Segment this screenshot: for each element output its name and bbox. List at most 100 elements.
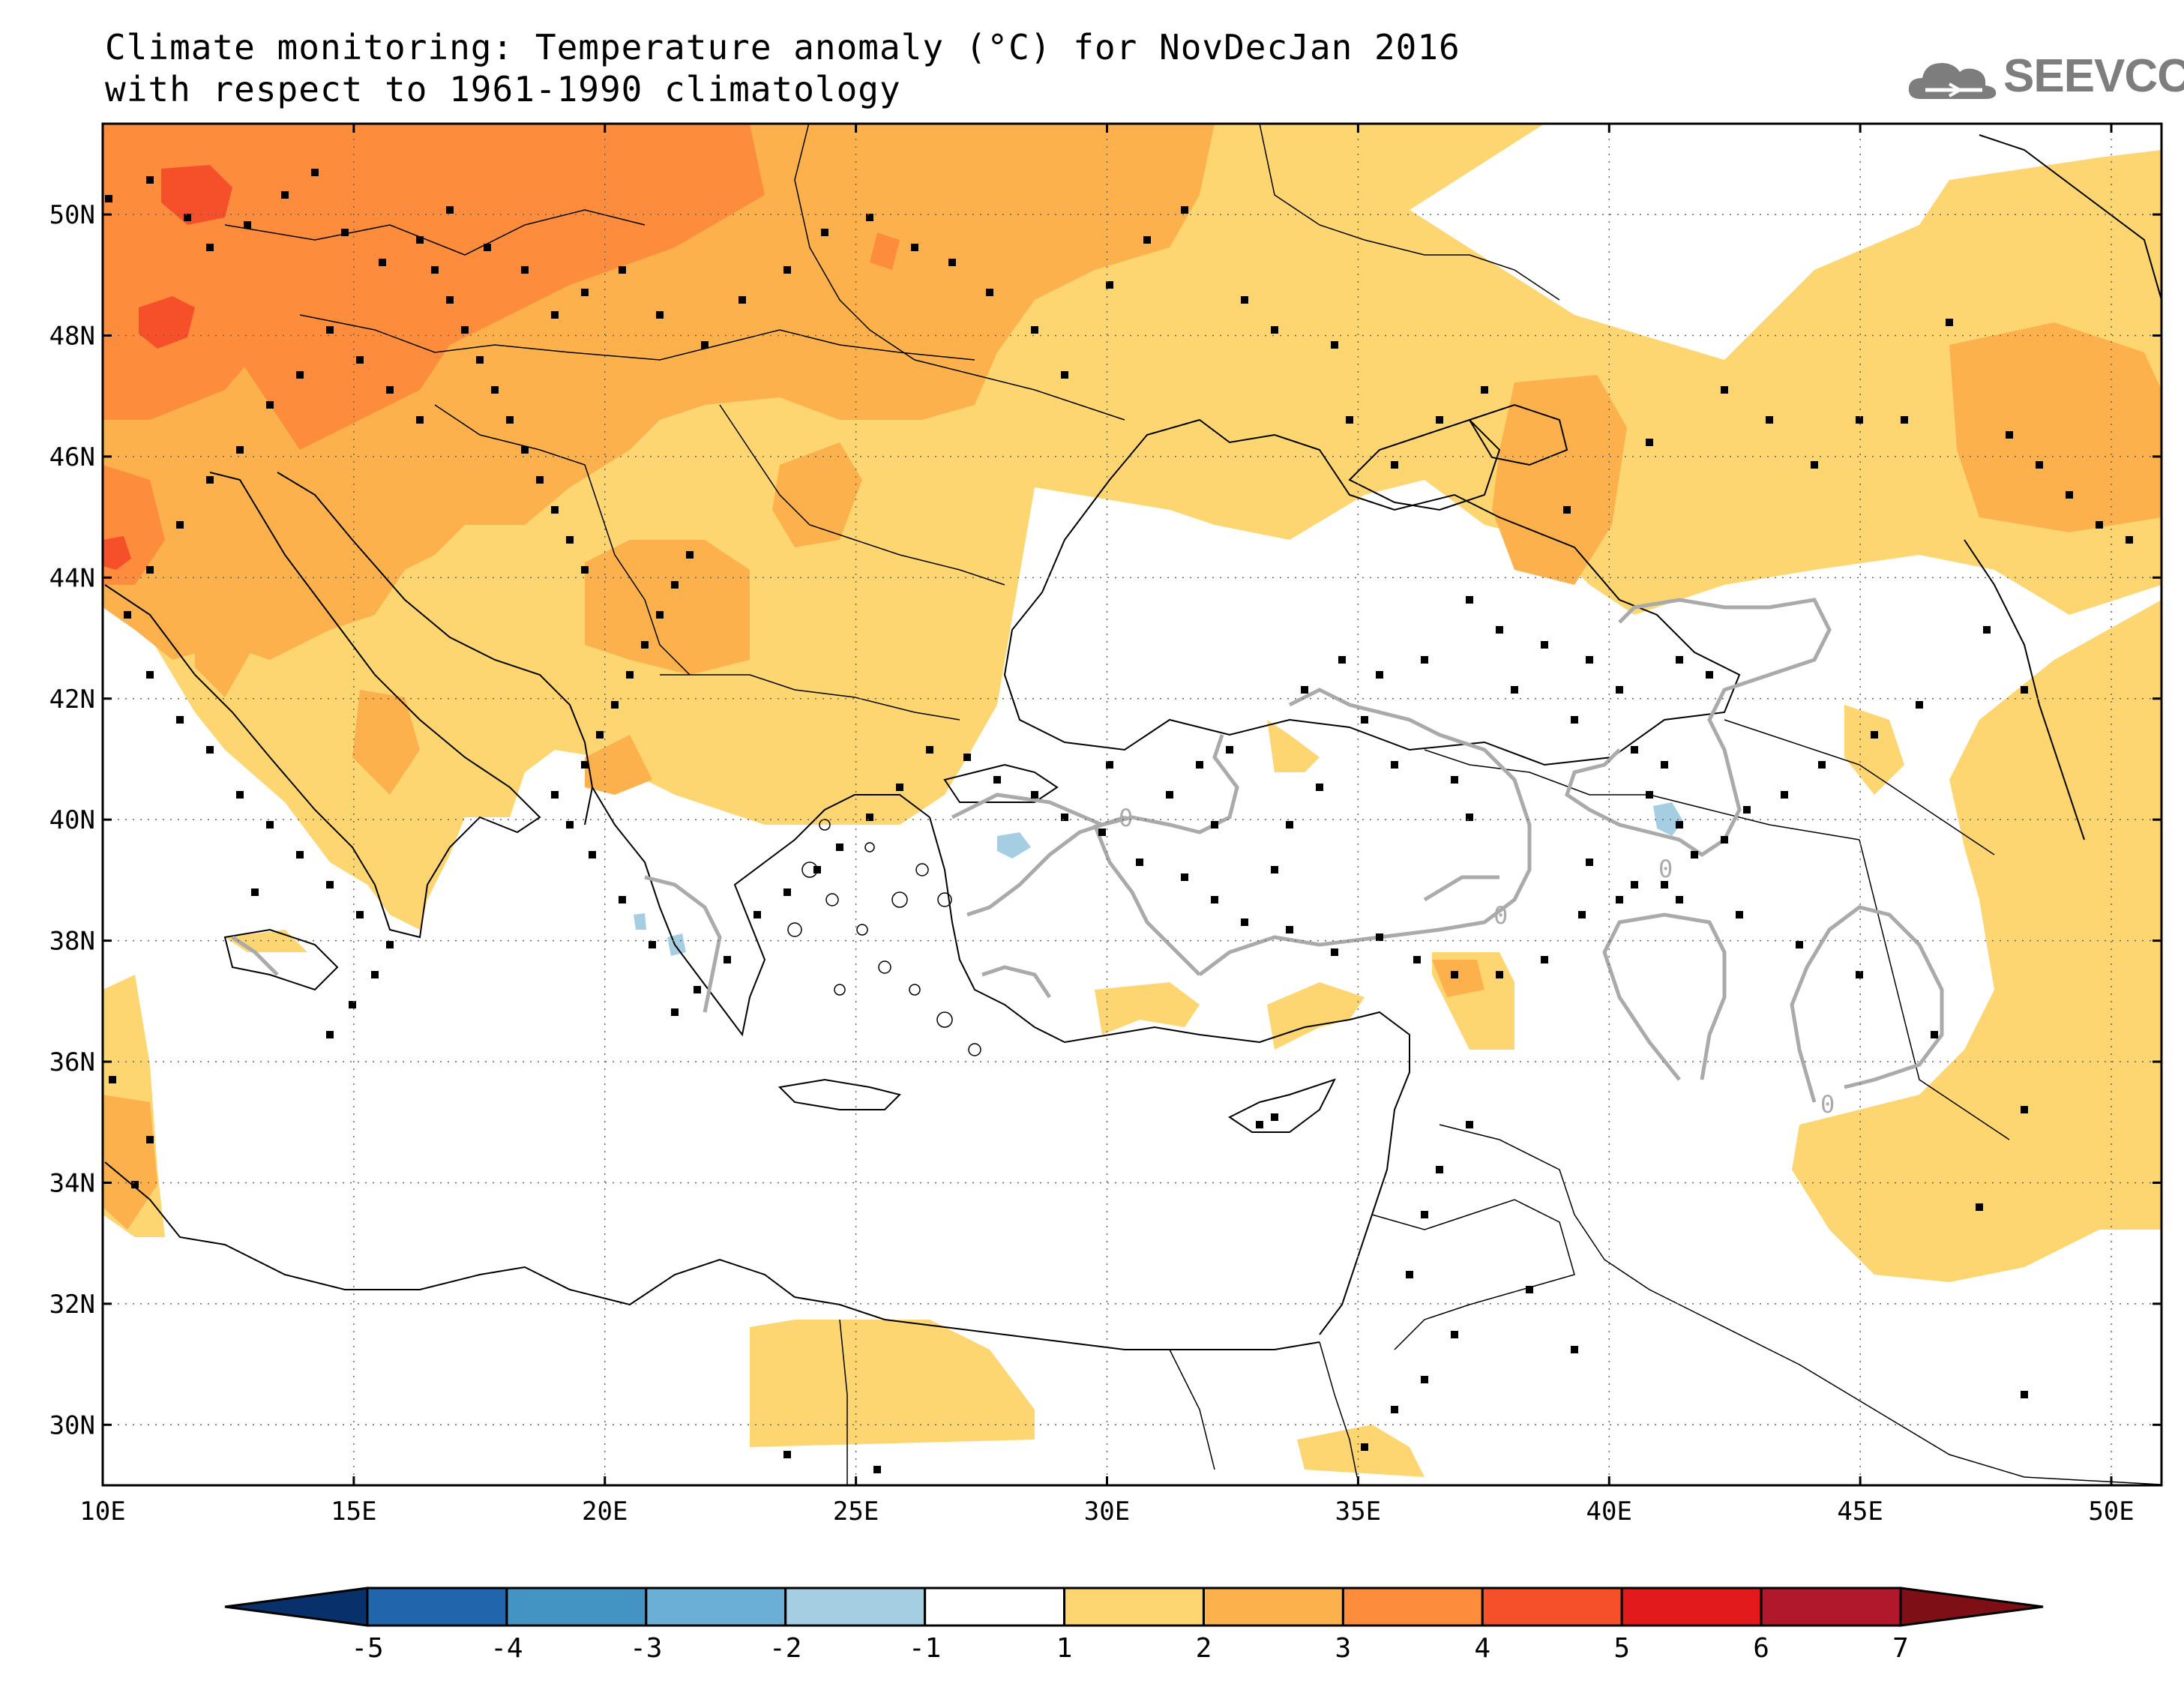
colorbar-arrow-high: [1899, 1587, 2044, 1627]
station-marker: [281, 191, 289, 199]
station-marker: [371, 971, 379, 978]
station-marker: [1571, 1346, 1578, 1353]
station-marker: [656, 311, 664, 319]
station-marker: [551, 506, 559, 514]
contour-line: [231, 935, 279, 976]
station-marker: [1706, 671, 1713, 679]
station-marker: [926, 746, 933, 754]
longitude-label: 50E: [2088, 1497, 2134, 1527]
station-marker: [1451, 776, 1458, 784]
latitude-label: 40N: [49, 805, 95, 835]
station-marker: [1466, 814, 1473, 821]
anomaly-region-1-2: [750, 1320, 1035, 1447]
station-marker: [619, 266, 626, 274]
station-marker: [1646, 791, 1653, 799]
station-marker: [2096, 521, 2103, 529]
cyprus-coast: [1228, 1078, 1336, 1133]
station-marker: [184, 214, 191, 221]
station-marker: [1976, 1203, 1983, 1211]
station-marker: [1466, 596, 1473, 604]
station-marker: [1181, 206, 1188, 214]
station-marker: [1571, 716, 1578, 724]
colorbar-tick-label: 5: [1613, 1633, 1630, 1664]
caspian-coast: [1979, 134, 2162, 301]
anomaly-region-2-3: [103, 1095, 157, 1230]
colorbar-tick-label: 3: [1335, 1633, 1352, 1664]
station-marker: [753, 911, 761, 918]
station-marker: [551, 791, 559, 799]
station-marker: [1106, 281, 1113, 289]
station-marker: [1946, 319, 1953, 326]
station-marker: [206, 244, 214, 251]
station-marker: [1466, 1121, 1473, 1128]
anomaly-region-2-3: [585, 540, 750, 675]
station-marker: [1136, 858, 1143, 866]
station-marker: [1496, 971, 1503, 978]
station-marker: [124, 611, 131, 619]
station-marker: [821, 229, 828, 236]
station-marker: [1181, 873, 1188, 881]
adriatic-east-coast: [277, 472, 594, 826]
station-marker: [1331, 341, 1338, 349]
station-marker: [416, 416, 424, 424]
station-marker: [1391, 761, 1398, 769]
station-marker: [896, 784, 903, 791]
station-marker: [326, 326, 334, 334]
latitude-label: 48N: [49, 321, 95, 351]
station-marker: [1061, 371, 1068, 379]
station-marker: [416, 236, 424, 244]
station-marker: [596, 731, 604, 739]
anomaly-fields: [103, 124, 2162, 1477]
station-marker: [244, 221, 251, 229]
anomaly-region-1-2: [1095, 982, 1200, 1035]
italy-coast: [104, 472, 541, 939]
station-marker: [1376, 671, 1383, 679]
colorbar-tick-label: -1: [909, 1633, 941, 1664]
station-marker: [701, 341, 709, 349]
longitude-label: 10E: [79, 1497, 125, 1527]
anomaly-region-1-2: [1267, 720, 1320, 772]
station-marker: [1143, 236, 1151, 244]
station-marker: [386, 941, 394, 948]
station-marker: [1796, 941, 1803, 948]
colorbar-tick-label: 1: [1056, 1633, 1073, 1664]
station-marker: [1391, 1406, 1398, 1413]
station-marker: [1376, 933, 1383, 941]
station-marker: [1361, 1443, 1368, 1451]
station-marker: [431, 266, 439, 274]
contour-line: [1790, 905, 1944, 1103]
station-marker: [1286, 821, 1293, 829]
anomaly-region-neg: [997, 832, 1031, 858]
station-marker: [686, 551, 694, 559]
colorbar-box: [645, 1587, 787, 1627]
station-marker: [1511, 686, 1518, 694]
longitude-label: 30E: [1084, 1497, 1130, 1527]
station-marker: [1338, 656, 1346, 664]
longitude-label: 25E: [833, 1497, 879, 1527]
station-marker: [1931, 1031, 1938, 1038]
station-marker: [491, 386, 499, 394]
colorbar-tick-label: -3: [630, 1633, 662, 1664]
station-marker: [131, 1181, 139, 1188]
station-marker: [296, 371, 304, 379]
station-marker: [1781, 791, 1788, 799]
contour-line: [1198, 688, 1532, 976]
station-marker: [1541, 956, 1548, 963]
station-marker: [1983, 626, 1991, 634]
anomaly-region-4-5: [139, 296, 195, 349]
colorbar-box: [505, 1587, 648, 1627]
station-marker: [2006, 431, 2013, 439]
station-marker: [551, 311, 559, 319]
crete-coast: [777, 1078, 901, 1110]
station-marker: [1541, 641, 1548, 649]
station-marker: [1563, 506, 1571, 514]
anatolia-coast: [929, 817, 1410, 1335]
anomaly-region-2-3: [1949, 322, 2162, 532]
station-marker: [1031, 326, 1038, 334]
station-marker: [1721, 836, 1728, 844]
latitude-label: 34N: [49, 1168, 95, 1198]
station-marker: [461, 326, 469, 334]
longitude-label: 45E: [1837, 1497, 1883, 1527]
contour-line: [1423, 875, 1499, 902]
